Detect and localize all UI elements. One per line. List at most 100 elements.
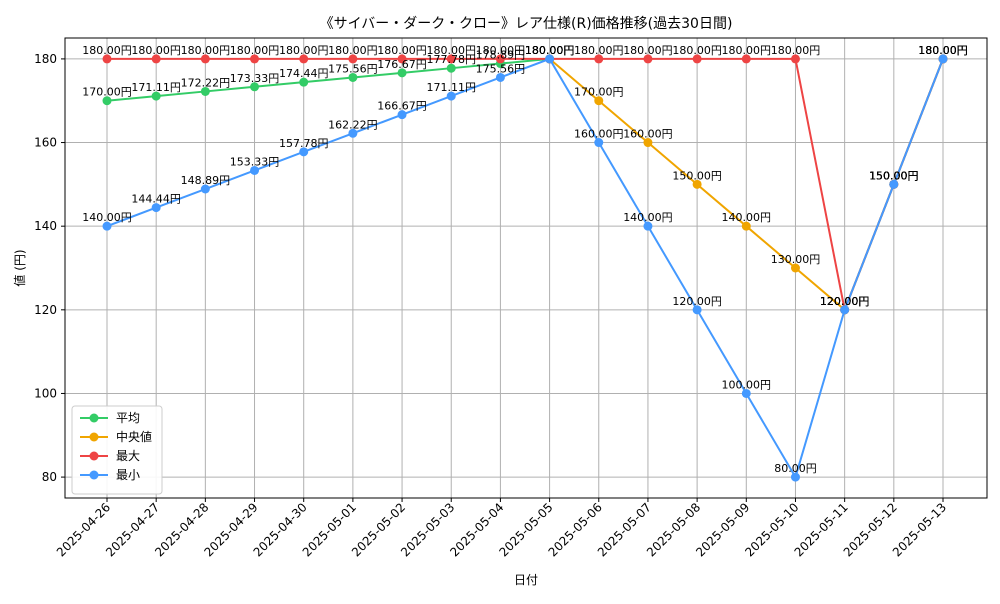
data-label: 120.00円 bbox=[672, 295, 722, 308]
data-label: 180.00円 bbox=[918, 44, 968, 57]
data-point bbox=[200, 54, 210, 64]
data-point bbox=[594, 54, 604, 64]
y-tick-label: 160 bbox=[34, 136, 57, 150]
data-label: 180.00円 bbox=[771, 44, 821, 57]
y-tick-label: 140 bbox=[34, 219, 57, 233]
legend-swatch-marker bbox=[89, 451, 99, 461]
data-label: 180.00円 bbox=[918, 44, 968, 57]
chart-title: 《サイバー・ダーク・クロー》レア仕様(R)価格推移(過去30日間) bbox=[320, 16, 733, 32]
data-point bbox=[790, 472, 800, 482]
data-label: 180.00円 bbox=[377, 44, 427, 57]
data-label: 180.00円 bbox=[525, 44, 575, 57]
data-point bbox=[889, 179, 899, 189]
data-point bbox=[741, 221, 751, 231]
data-label: 153.33円 bbox=[230, 155, 280, 168]
data-label: 162.22円 bbox=[328, 118, 378, 131]
data-label: 80.00円 bbox=[774, 462, 817, 475]
data-point bbox=[790, 263, 800, 273]
legend-swatch-marker bbox=[89, 432, 99, 442]
x-axis-label: 日付 bbox=[514, 573, 538, 587]
data-point bbox=[938, 54, 948, 64]
data-label: 175.56円 bbox=[476, 62, 526, 75]
data-label: 120.00円 bbox=[820, 295, 870, 308]
data-point bbox=[692, 305, 702, 315]
legend-label: 最小 bbox=[116, 468, 140, 482]
data-label: 180.00円 bbox=[672, 44, 722, 57]
data-label: 180.00円 bbox=[181, 44, 231, 57]
series-line bbox=[106, 57, 550, 102]
data-label: 171.11円 bbox=[131, 81, 181, 94]
data-label: 150.00円 bbox=[869, 169, 919, 182]
data-label: 120.00円 bbox=[820, 295, 870, 308]
data-label: 177.78円 bbox=[426, 53, 476, 66]
data-label: 172.22円 bbox=[181, 76, 231, 89]
y-axis: 80 100 120 140 160 180 bbox=[34, 52, 65, 484]
data-label: 171.11円 bbox=[426, 81, 476, 94]
data-point bbox=[250, 54, 260, 64]
data-label: 150.00円 bbox=[672, 169, 722, 182]
data-label: 180.00円 bbox=[525, 44, 575, 57]
plot-frame bbox=[64, 37, 988, 499]
data-point bbox=[446, 54, 456, 64]
data-label: 180.00円 bbox=[918, 44, 968, 57]
series bbox=[102, 54, 948, 482]
data-label: 180.00円 bbox=[525, 44, 575, 57]
data-point bbox=[643, 221, 653, 231]
data-label: 150.00円 bbox=[869, 169, 919, 182]
data-label: 180.00円 bbox=[918, 44, 968, 57]
data-label: 176.67円 bbox=[377, 58, 427, 71]
data-label: 170.00円 bbox=[82, 86, 132, 99]
data-label: 160.00円 bbox=[574, 128, 624, 141]
legend-swatch-marker bbox=[89, 470, 99, 480]
data-point bbox=[446, 63, 456, 73]
data-label: 180.00円 bbox=[131, 44, 181, 57]
data-point bbox=[299, 147, 309, 157]
data-point bbox=[250, 82, 260, 92]
y-tick-label: 120 bbox=[34, 303, 57, 317]
data-point bbox=[741, 388, 751, 398]
data-label: 157.78円 bbox=[279, 137, 329, 150]
series-line bbox=[106, 57, 944, 480]
data-label: 180.00円 bbox=[722, 44, 772, 57]
data-point bbox=[200, 184, 210, 194]
data-point bbox=[446, 91, 456, 101]
data-point bbox=[594, 138, 604, 148]
data-label: 180.00円 bbox=[279, 44, 329, 57]
data-label: 180.00円 bbox=[476, 44, 526, 57]
data-point bbox=[495, 72, 505, 82]
legend-label: 平均 bbox=[116, 411, 140, 425]
data-point bbox=[495, 54, 505, 64]
data-point bbox=[397, 110, 407, 120]
data-label: 180.00円 bbox=[525, 44, 575, 57]
data-point bbox=[102, 54, 112, 64]
data-point bbox=[151, 54, 161, 64]
data-point bbox=[348, 128, 358, 138]
data-label: 120.00円 bbox=[820, 295, 870, 308]
data-point bbox=[397, 54, 407, 64]
data-label: 148.89円 bbox=[181, 174, 231, 187]
data-point bbox=[790, 54, 800, 64]
data-label: 140.00円 bbox=[623, 211, 673, 224]
data-label: 180.00円 bbox=[328, 44, 378, 57]
legend-swatch-marker bbox=[89, 413, 99, 423]
data-point bbox=[348, 72, 358, 82]
data-label: 150.00円 bbox=[869, 169, 919, 182]
data-label: 174.44円 bbox=[279, 67, 329, 80]
grid bbox=[65, 38, 987, 498]
data-label: 140.00円 bbox=[722, 211, 772, 224]
data-label: 180.00円 bbox=[623, 44, 673, 57]
data-label: 180.00円 bbox=[82, 44, 132, 57]
y-axis-label: 値 (円) bbox=[12, 249, 27, 286]
data-point bbox=[643, 54, 653, 64]
data-label: 144.44円 bbox=[131, 193, 181, 206]
data-label: 180.00円 bbox=[426, 44, 476, 57]
data-label: 120.00円 bbox=[820, 295, 870, 308]
data-label: 170.00円 bbox=[574, 86, 624, 99]
data-label: 180.00円 bbox=[230, 44, 280, 57]
data-label: 150.00円 bbox=[869, 169, 919, 182]
data-labels: 170.00円 171.11円 172.22円 173.33円 174.44円 175.5… bbox=[82, 44, 968, 475]
data-point bbox=[250, 165, 260, 175]
